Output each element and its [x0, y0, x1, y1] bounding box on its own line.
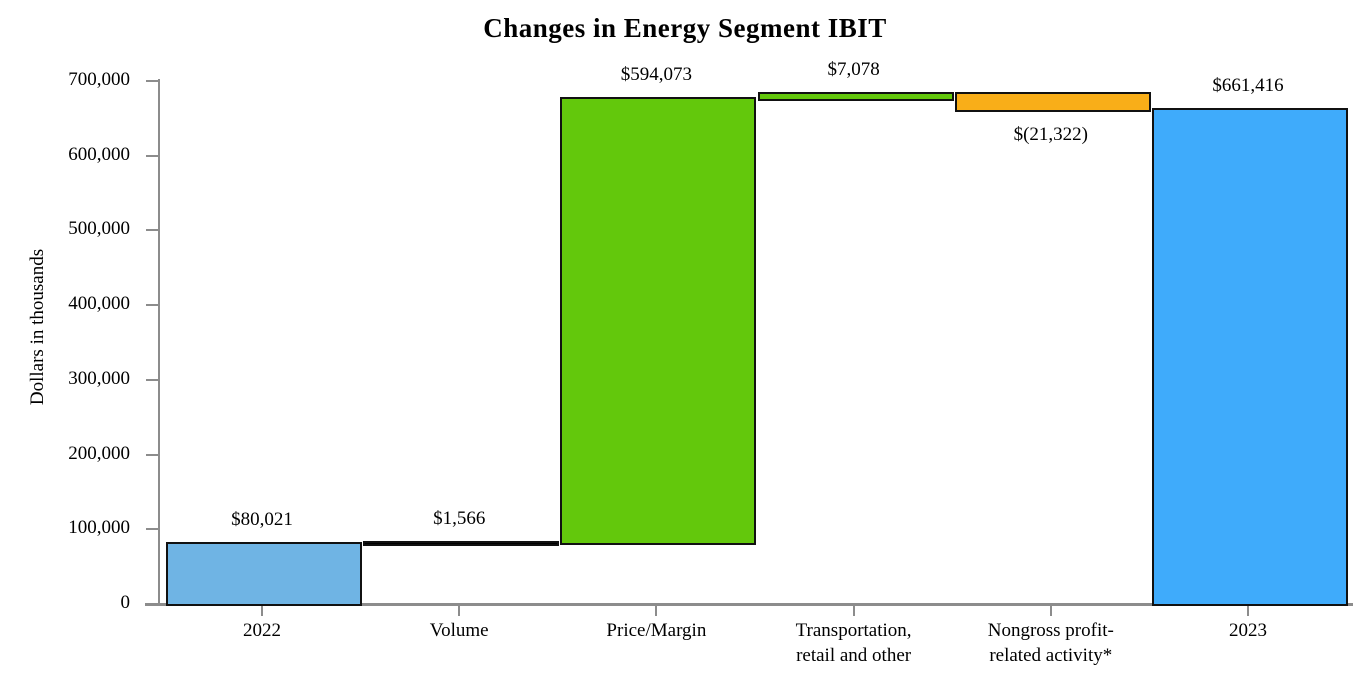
y-tick-mark — [146, 378, 160, 381]
bar-value-label: $(21,322) — [1013, 123, 1088, 145]
x-tick-mark — [1049, 606, 1052, 616]
bar-value-label: $1,566 — [433, 508, 486, 530]
y-tick-mark — [146, 80, 160, 82]
waterfall-bar — [954, 91, 1151, 112]
x-category-label: 2022 — [243, 620, 281, 641]
waterfall-bar — [1152, 107, 1348, 606]
x-tick-mark — [458, 606, 461, 616]
y-tick-label: 300,000 — [68, 367, 130, 389]
y-tick-label: 600,000 — [68, 143, 130, 165]
y-tick-mark — [146, 304, 160, 307]
y-tick-label: 200,000 — [68, 442, 130, 464]
y-tick-label: 700,000 — [68, 69, 130, 90]
x-tick-mark — [261, 606, 263, 616]
x-category-label: 2023 — [1229, 620, 1267, 641]
y-tick-mark — [146, 154, 160, 157]
y-tick-mark — [146, 453, 160, 456]
y-tick-label: 500,000 — [68, 218, 130, 240]
waterfall-bar — [363, 541, 560, 547]
x-category-label: Transportation, retail and other — [795, 620, 912, 666]
x-tick-mark — [852, 606, 855, 616]
bar-value-label: $80,021 — [231, 509, 293, 531]
bar-value-label: $594,073 — [620, 64, 693, 86]
chart-title: Changes in Energy Segment IBIT — [483, 13, 887, 43]
y-tick-label: 100,000 — [68, 517, 130, 539]
x-axis-line — [145, 603, 1353, 606]
y-tick-mark — [146, 229, 160, 232]
x-tick-mark — [655, 606, 658, 616]
y-tick-label: 400,000 — [68, 293, 130, 315]
bar-value-label: $7,078 — [827, 58, 880, 80]
y-tick-mark — [146, 603, 160, 605]
x-category-label: Price/Margin — [606, 620, 707, 641]
y-tick-mark — [146, 528, 160, 531]
y-axis-line — [158, 79, 160, 606]
y-tick-label: 0 — [120, 592, 131, 613]
waterfall-bar — [757, 91, 954, 102]
x-category-label: Nongross profit- related activity* — [987, 620, 1114, 666]
x-category-label: Volume — [429, 620, 489, 641]
waterfall-bar — [166, 542, 362, 606]
x-tick-mark — [1247, 606, 1249, 616]
bar-value-label: $661,416 — [1212, 74, 1284, 96]
waterfall-bar — [560, 97, 757, 546]
